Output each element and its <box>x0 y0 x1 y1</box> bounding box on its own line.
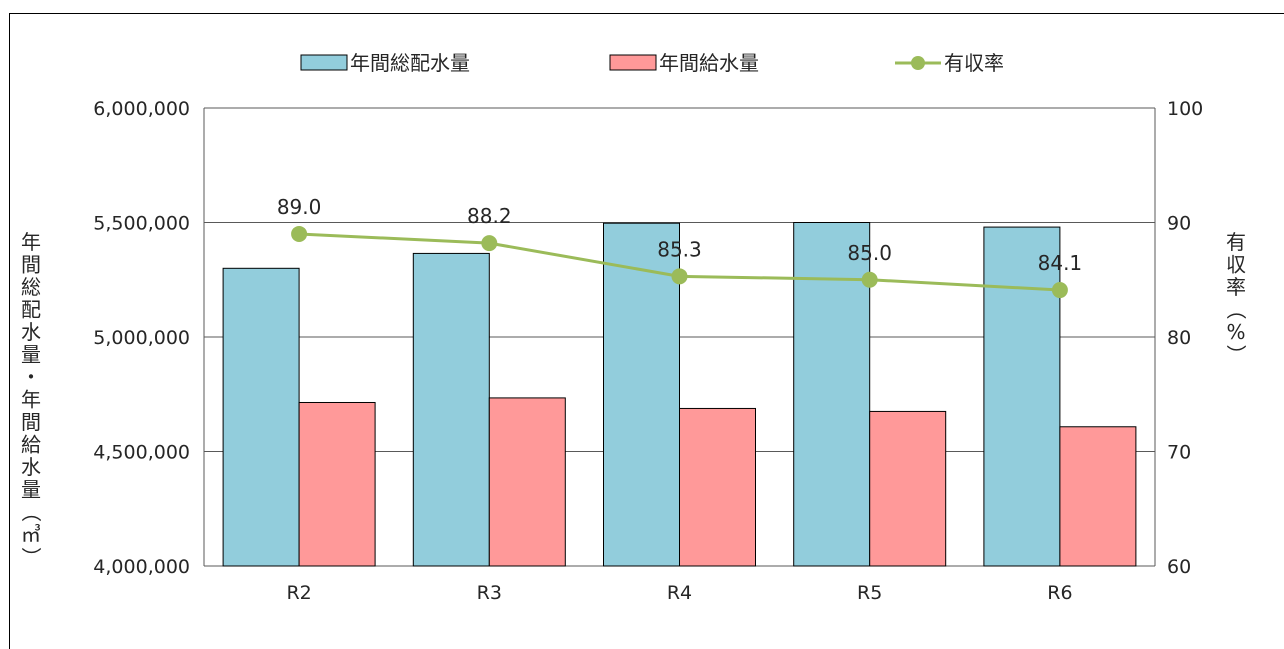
x-tick-label: R3 <box>477 582 502 604</box>
left-tick-label: 5,500,000 <box>93 213 190 235</box>
left-axis-title: 年 <box>21 388 41 412</box>
left-axis-title: 年 <box>21 230 41 254</box>
bar <box>412 252 490 567</box>
left-axis-title: 量 <box>21 343 41 367</box>
bar <box>1059 426 1137 567</box>
x-tick-label: R2 <box>286 582 311 604</box>
bar <box>603 222 680 567</box>
left-tick-label: 4,500,000 <box>93 442 190 464</box>
right-axis-title: 率 <box>1226 275 1246 299</box>
legend-swatch <box>609 54 657 71</box>
left-axis-title: ・ <box>21 365 41 389</box>
left-axis-title: 間 <box>21 410 41 434</box>
legend-swatch <box>300 54 348 71</box>
left-axis-title: ） <box>19 547 43 567</box>
right-axis-title: （ <box>1224 300 1248 320</box>
bar <box>679 407 756 567</box>
data-label: 85.0 <box>847 241 892 265</box>
right-tick-label: 90 <box>1167 213 1191 235</box>
right-tick-label: 80 <box>1167 327 1191 349</box>
legend-marker <box>911 56 925 70</box>
data-label: 88.2 <box>467 204 512 228</box>
data-label: 85.3 <box>657 237 702 261</box>
left-axis-title: 水 <box>21 320 41 344</box>
left-axis-title: 給 <box>21 433 41 457</box>
legend-label: 年間総配水量 <box>350 51 470 75</box>
line-point <box>481 235 498 252</box>
line-point <box>291 225 308 242</box>
right-tick-label: 60 <box>1167 556 1191 578</box>
left-axis-title: （ <box>19 502 43 522</box>
data-label: 89.0 <box>277 195 322 219</box>
bar <box>983 226 1061 567</box>
left-tick-label: 5,000,000 <box>93 327 190 349</box>
bar <box>298 401 376 567</box>
x-tick-label: R6 <box>1047 582 1072 604</box>
line-point <box>861 271 878 288</box>
right-axis-title: ） <box>1224 345 1248 365</box>
right-tick-label: 70 <box>1167 442 1191 464</box>
legend-label: 有収率 <box>944 51 1004 75</box>
chart-frame <box>9 13 1284 649</box>
left-axis-title: ㎥ <box>21 523 41 547</box>
left-axis-title: 配 <box>21 298 41 322</box>
x-tick-label: R4 <box>667 582 692 604</box>
line-point <box>1051 282 1068 299</box>
right-axis-title: 有 <box>1226 230 1246 254</box>
right-axis-title: % <box>1226 320 1245 344</box>
x-tick-label: R5 <box>857 582 882 604</box>
left-tick-label: 4,000,000 <box>93 556 190 578</box>
legend-label: 年間給水量 <box>659 51 759 75</box>
left-tick-label: 6,000,000 <box>93 98 190 120</box>
bar <box>222 267 300 567</box>
left-axis-title: 間 <box>21 253 41 277</box>
bar <box>869 410 947 567</box>
right-axis-title: 収 <box>1226 253 1246 277</box>
left-axis-title: 総 <box>21 275 41 299</box>
left-axis-title: 水 <box>21 455 41 479</box>
data-label: 84.1 <box>1038 251 1083 275</box>
left-axis-title: 量 <box>21 478 41 502</box>
line-point <box>671 268 688 285</box>
right-tick-label: 100 <box>1167 98 1203 120</box>
bar <box>488 397 566 567</box>
bar <box>793 222 871 567</box>
